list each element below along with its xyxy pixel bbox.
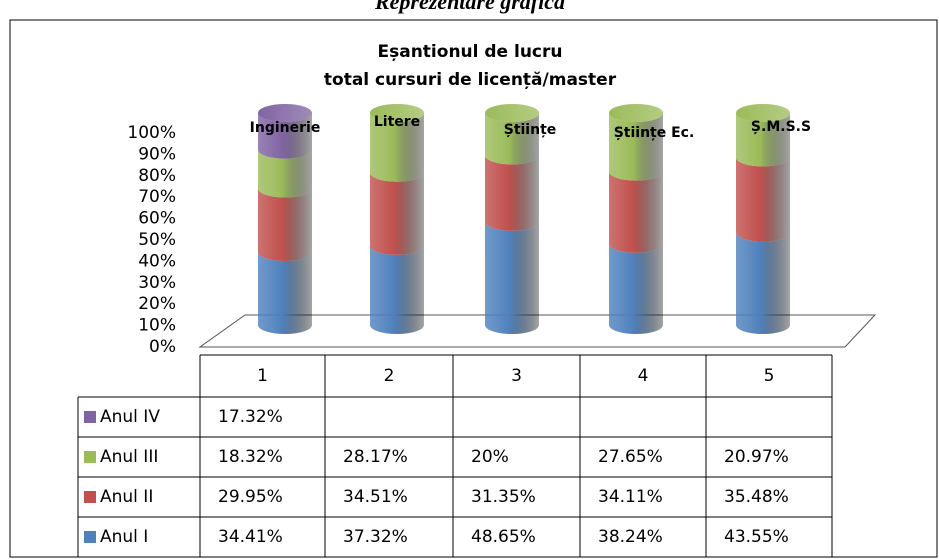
- y-tick-label: 90%: [138, 144, 176, 164]
- value-label: 35.48%: [724, 487, 789, 507]
- cylinder-segment: [485, 155, 539, 231]
- value-label: 27.65%: [598, 447, 663, 467]
- x-tick-label: 4: [638, 366, 649, 386]
- value-label: 29.95%: [218, 487, 283, 507]
- value-label: 38.24%: [598, 527, 663, 547]
- cylinder-segment: [258, 252, 312, 334]
- cylinder-segment: [609, 243, 663, 334]
- annotation: Științe: [504, 122, 557, 138]
- y-tick-label: 40%: [138, 251, 176, 271]
- page-heading: Reprezentare grafică: [374, 0, 565, 14]
- cylinder-segment: [736, 113, 790, 167]
- cylinder-segment: [370, 245, 424, 334]
- floor: [198, 314, 877, 348]
- value-label: 18.32%: [218, 447, 283, 467]
- value-label: 34.51%: [343, 487, 408, 507]
- value-label: 34.11%: [598, 487, 663, 507]
- cylinder-segment: [258, 113, 312, 159]
- legend-swatch: [84, 531, 96, 543]
- legend-label: Anul II: [100, 487, 153, 507]
- value-label: 20%: [471, 447, 509, 467]
- legend-label: Anul IV: [100, 407, 160, 427]
- annotation: Științe Ec.: [614, 125, 695, 141]
- cylinder-segment: [736, 232, 790, 334]
- value-label: 37.32%: [343, 527, 408, 547]
- value-label: 48.65%: [471, 527, 536, 547]
- cylinder-top: [736, 104, 790, 122]
- annotation: Litere: [374, 114, 420, 130]
- cylinder-segment: [485, 113, 539, 165]
- annotation: Inginerie: [250, 120, 321, 136]
- y-tick-label: 50%: [138, 230, 176, 250]
- value-label: 28.17%: [343, 447, 408, 467]
- value-label: 34.41%: [218, 527, 283, 547]
- legend-swatch: [84, 411, 96, 423]
- cylinder-segment: [485, 221, 539, 334]
- y-tick-label: 100%: [127, 123, 176, 143]
- cylinder-top: [370, 104, 424, 122]
- x-tick-label: 3: [511, 366, 522, 386]
- value-label: 20.97%: [724, 447, 789, 467]
- chart-title: Eșantionul de lucru: [378, 42, 563, 62]
- y-tick-label: 70%: [138, 187, 176, 207]
- x-tick-label: 1: [257, 366, 268, 386]
- annotation: Ș.M.S.S: [751, 119, 811, 135]
- chart-subtitle: total cursuri de licență/master: [324, 70, 617, 90]
- cylinder-top: [609, 104, 663, 122]
- y-tick-label: 10%: [138, 316, 176, 336]
- value-label: 43.55%: [724, 527, 789, 547]
- legend-swatch: [84, 451, 96, 463]
- cylinder-segment: [258, 188, 312, 262]
- legend-swatch: [84, 491, 96, 503]
- cylinder-segment: [736, 157, 790, 242]
- cylinder-segment: [370, 113, 424, 182]
- legend-label: Anul III: [100, 447, 158, 467]
- cylinder-top: [258, 104, 312, 122]
- cylinder-segment: [258, 149, 312, 198]
- legend-label: Anul I: [100, 527, 148, 547]
- value-label: 17.32%: [218, 407, 283, 427]
- y-tick-label: 0%: [149, 337, 176, 357]
- x-tick-label: 5: [764, 366, 775, 386]
- cylinder-segment: [370, 172, 424, 255]
- value-label: 31.35%: [471, 487, 536, 507]
- cylinder-segment: [609, 113, 663, 181]
- cylinder-segment: [609, 171, 663, 253]
- y-tick-label: 80%: [138, 166, 176, 186]
- y-tick-label: 60%: [138, 209, 176, 229]
- y-tick-label: 20%: [138, 294, 176, 314]
- y-tick-label: 30%: [138, 273, 176, 293]
- cylinder-top: [485, 104, 539, 122]
- x-tick-label: 2: [384, 366, 395, 386]
